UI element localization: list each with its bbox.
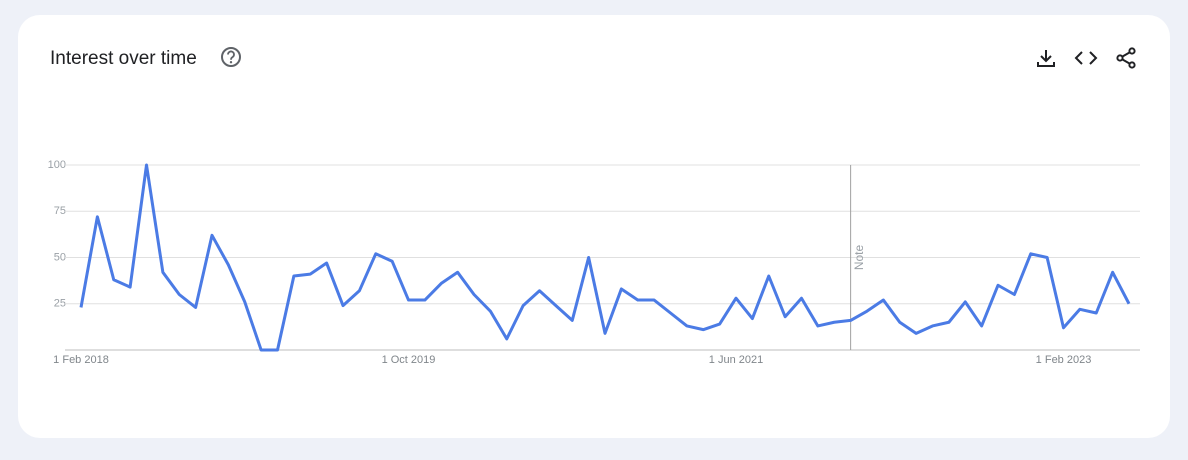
x-tick-label: 1 Feb 2023 bbox=[1036, 354, 1092, 366]
y-tick-label: 50 bbox=[54, 251, 66, 263]
chart-title: Interest over time bbox=[50, 48, 197, 69]
y-tick-label: 75 bbox=[54, 205, 66, 217]
x-tick-label: 1 Oct 2019 bbox=[382, 354, 436, 366]
share-icon[interactable] bbox=[1116, 47, 1136, 69]
x-tick-label: 1 Jun 2021 bbox=[709, 354, 763, 366]
x-tick-label: 1 Feb 2018 bbox=[53, 354, 109, 366]
help-icon[interactable] bbox=[221, 47, 241, 67]
embed-icon[interactable] bbox=[1074, 51, 1098, 65]
trend-line bbox=[79, 163, 1131, 352]
y-tick-label: 25 bbox=[54, 298, 66, 310]
card bbox=[18, 15, 1170, 438]
y-tick-label: 100 bbox=[48, 159, 66, 171]
note-label: Note bbox=[852, 245, 866, 271]
download-icon[interactable] bbox=[1037, 50, 1055, 67]
